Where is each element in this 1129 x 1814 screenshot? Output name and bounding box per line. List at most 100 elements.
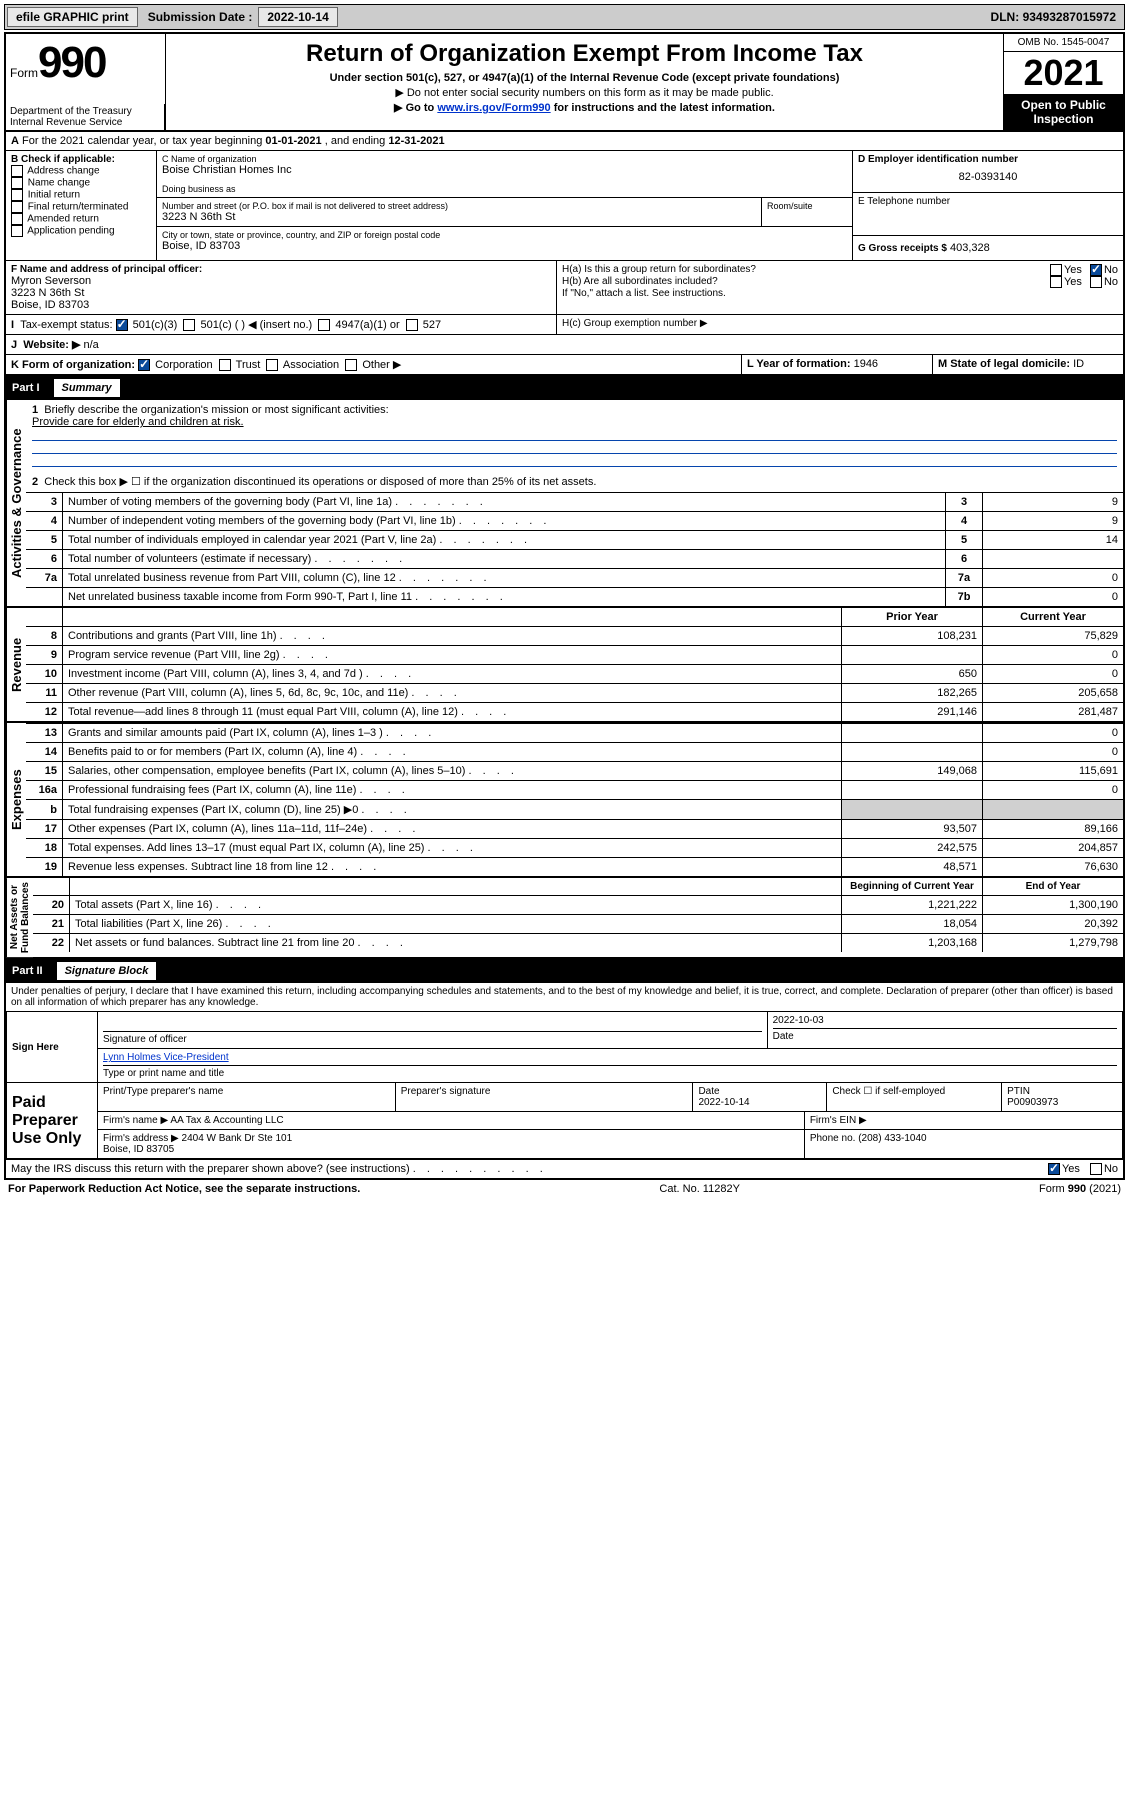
firm-ein-label: Firm's EIN ▶ (810, 1115, 867, 1126)
cb-527[interactable]: 527 (406, 319, 441, 331)
h-b-note: If "No," attach a list. See instructions… (562, 288, 1118, 299)
cb-name-change[interactable]: Name change (11, 177, 151, 189)
h-a-yes[interactable]: Yes (1050, 264, 1082, 276)
box-i-label: Tax-exempt status: (20, 319, 112, 331)
box-f-label: F Name and address of principal officer: (11, 264, 551, 275)
cb-corp[interactable]: Corporation (138, 359, 213, 371)
topbar: efile GRAPHIC print Submission Date : 20… (4, 4, 1125, 30)
footer: For Paperwork Reduction Act Notice, see … (4, 1180, 1125, 1198)
sig-date-label: Date (773, 1031, 794, 1042)
cb-assoc[interactable]: Association (266, 359, 339, 371)
discuss-yes[interactable]: Yes (1048, 1163, 1080, 1175)
table-row: 8Contributions and grants (Part VIII, li… (26, 627, 1123, 646)
form-note1: ▶ Do not enter social security numbers o… (174, 86, 995, 99)
street-value: 3223 N 36th St (162, 211, 756, 223)
efile-button[interactable]: efile GRAPHIC print (7, 7, 138, 27)
expenses-table: 13Grants and similar amounts paid (Part … (26, 723, 1123, 876)
header-right: OMB No. 1545-0047 2021 Open to Public In… (1003, 34, 1123, 130)
cb-app-pending[interactable]: Application pending (11, 225, 151, 237)
form-header: Form990 Department of the Treasury Inter… (6, 34, 1123, 132)
signature-table: Sign Here Signature of officer 2022-10-0… (6, 1011, 1123, 1159)
cb-address-change[interactable]: Address change (11, 165, 151, 177)
firm-name: AA Tax & Accounting LLC (170, 1115, 283, 1126)
h-b-no[interactable]: No (1090, 276, 1118, 288)
line2-text: Check this box ▶ ☐ if the organization d… (44, 476, 596, 488)
paid-prep-label: Paid Preparer Use Only (7, 1083, 98, 1159)
box-c-name-label: C Name of organization (162, 154, 847, 164)
box-d-label: D Employer identification number (858, 154, 1118, 165)
cb-trust[interactable]: Trust (219, 359, 261, 371)
table-row: bTotal fundraising expenses (Part IX, co… (26, 800, 1123, 820)
dln: DLN: 93493287015972 (991, 10, 1122, 24)
part-i-bar: Part I Summary (6, 376, 1123, 400)
phone-label: Phone no. (810, 1133, 856, 1144)
form-subtitle: Under section 501(c), 527, or 4947(a)(1)… (174, 72, 995, 84)
cb-4947[interactable]: 4947(a)(1) or (318, 319, 399, 331)
dept-label: Department of the Treasury Internal Reve… (6, 104, 165, 130)
subdate-value: 2022-10-14 (258, 7, 337, 27)
table-row: 17Other expenses (Part IX, column (A), l… (26, 820, 1123, 839)
firm-name-label: Firm's name ▶ (103, 1115, 168, 1126)
domicile-state: ID (1073, 358, 1084, 370)
vlabel-governance: Activities & Governance (6, 400, 26, 606)
irs-link[interactable]: www.irs.gov/Form990 (437, 102, 550, 114)
cb-final-return[interactable]: Final return/terminated (11, 201, 151, 213)
officer-addr1: 3223 N 36th St (11, 287, 551, 299)
prep-date-label: Date (698, 1086, 719, 1097)
cb-other[interactable]: Other ▶ (345, 359, 401, 371)
hdr-boy: Beginning of Current Year (842, 878, 983, 896)
tax-year: 2021 (1004, 52, 1123, 94)
cb-amended[interactable]: Amended return (11, 213, 151, 225)
firm-addr-label: Firm's address ▶ (103, 1133, 179, 1144)
form-container: Form990 Department of the Treasury Inter… (4, 32, 1125, 1180)
form-org-block: K Form of organization: Corporation Trus… (6, 355, 1123, 376)
governance-table: 3Number of voting members of the governi… (26, 492, 1123, 606)
table-row: 4Number of independent voting members of… (26, 512, 1123, 531)
discuss-row: May the IRS discuss this return with the… (6, 1159, 1123, 1178)
prep-sig-label: Preparer's signature (401, 1086, 491, 1097)
open-public-badge: Open to Public Inspection (1004, 94, 1123, 130)
sig-date: 2022-10-03 (773, 1015, 1117, 1026)
printed-name[interactable]: Lynn Holmes Vice-President (103, 1052, 229, 1063)
officer-name: Myron Severson (11, 275, 551, 287)
table-row: 12Total revenue—add lines 8 through 11 (… (26, 703, 1123, 722)
hdr-curr: Current Year (983, 608, 1124, 627)
cb-501c[interactable]: 501(c) ( ) ◀ (insert no.) (183, 319, 312, 331)
form-number: Form990 (6, 34, 165, 92)
h-b-yes[interactable]: Yes (1050, 276, 1082, 288)
discuss-label: May the IRS discuss this return with the… (11, 1163, 1048, 1175)
officer-group-block: F Name and address of principal officer:… (6, 261, 1123, 315)
table-row: 6Total number of volunteers (estimate if… (26, 550, 1123, 569)
table-row: 9Program service revenue (Part VIII, lin… (26, 646, 1123, 665)
cb-initial-return[interactable]: Initial return (11, 189, 151, 201)
ptin-label: PTIN (1007, 1086, 1030, 1097)
line1-label: Briefly describe the organization's miss… (44, 404, 388, 416)
cb-501c3[interactable]: 501(c)(3) (116, 319, 178, 331)
h-a-no[interactable]: No (1090, 264, 1118, 276)
box-l-label: L Year of formation: (747, 358, 851, 370)
website-value: n/a (83, 339, 98, 351)
h-a-label: H(a) Is this a group return for subordin… (562, 264, 1050, 276)
website-block: J Website: ▶ n/a (6, 335, 1123, 355)
city-label: City or town, state or province, country… (162, 230, 847, 240)
table-row: 16aProfessional fundraising fees (Part I… (26, 781, 1123, 800)
table-row: 13Grants and similar amounts paid (Part … (26, 724, 1123, 743)
dba-label: Doing business as (162, 184, 847, 194)
footer-pra: For Paperwork Reduction Act Notice, see … (8, 1183, 360, 1195)
revenue-table: Prior Year Current Year 8Contributions a… (26, 608, 1123, 721)
table-row: Net unrelated business taxable income fr… (26, 588, 1123, 607)
summary-block: Activities & Governance 1 Briefly descri… (6, 400, 1123, 608)
table-row: 14Benefits paid to or for members (Part … (26, 743, 1123, 762)
header-title-block: Return of Organization Exempt From Incom… (166, 34, 1003, 130)
table-row: 3Number of voting members of the governi… (26, 493, 1123, 512)
box-b-label: B Check if applicable: (11, 154, 151, 165)
gross-receipts-value: 403,328 (950, 242, 990, 254)
discuss-no[interactable]: No (1090, 1163, 1118, 1175)
sign-here-label: Sign Here (7, 1012, 98, 1083)
subdate-label: Submission Date : (142, 8, 259, 26)
ein-value: 82-0393140 (858, 165, 1118, 189)
form-note2: ▶ Go to www.irs.gov/Form990 for instruct… (174, 101, 995, 114)
phone-value: (208) 433-1040 (858, 1133, 926, 1144)
year-formation: 1946 (854, 358, 878, 370)
balances-block: Net Assets or Fund Balances Beginning of… (6, 878, 1123, 959)
